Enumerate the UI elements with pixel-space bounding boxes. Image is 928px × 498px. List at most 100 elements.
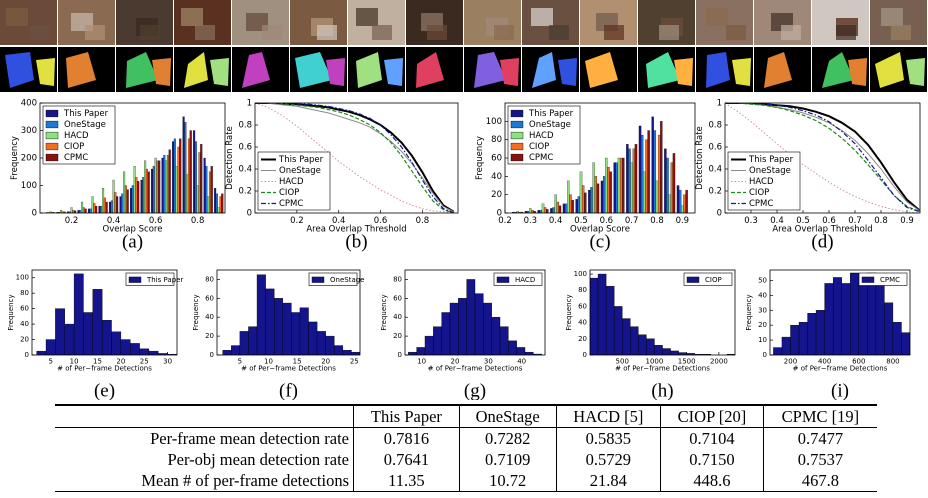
bar bbox=[666, 157, 669, 213]
bar bbox=[81, 201, 84, 213]
bar bbox=[325, 335, 335, 355]
column-header: CPMC [19] bbox=[762, 405, 877, 428]
mask-region bbox=[295, 52, 332, 88]
legend-swatch bbox=[128, 276, 142, 283]
bar bbox=[83, 312, 94, 355]
panel-caption: (f) bbox=[279, 380, 298, 400]
mask-region bbox=[326, 58, 345, 86]
bar bbox=[124, 185, 127, 213]
bar bbox=[657, 134, 661, 213]
bar bbox=[577, 196, 581, 213]
legend-swatch bbox=[861, 276, 875, 283]
bar bbox=[562, 203, 566, 213]
panel-caption: (e) bbox=[94, 380, 115, 400]
bar bbox=[554, 194, 557, 213]
axes-frame bbox=[724, 102, 921, 214]
bar bbox=[92, 289, 103, 355]
table-cell: 0.7282 bbox=[458, 427, 557, 449]
y-tick-label: 40 bbox=[393, 313, 402, 321]
bar bbox=[597, 273, 607, 355]
legend-label: CIOP bbox=[749, 188, 769, 198]
bar bbox=[64, 323, 75, 355]
y-tick-label: 60 bbox=[20, 305, 29, 313]
bar bbox=[175, 166, 178, 213]
x-tick-label: 10 bbox=[264, 357, 273, 365]
bar bbox=[135, 177, 138, 213]
bar bbox=[638, 334, 647, 355]
x-tick-label: 0.3 bbox=[744, 216, 758, 226]
chart: 0.2 0.3 0.4 0.5 0.6 0.7 0.8 0.9 0 20 40 60 80 100 Over… bbox=[475, 102, 696, 252]
bar bbox=[529, 208, 532, 213]
bar bbox=[726, 353, 735, 355]
x-tick-label: 0.8 bbox=[874, 216, 888, 226]
y-tick-label: 60 bbox=[491, 154, 502, 164]
y-tick-label: 1 bbox=[247, 99, 252, 109]
x-tick-label: 20 bbox=[116, 357, 125, 365]
y-tick-label: 0 bbox=[247, 209, 252, 219]
bar bbox=[653, 130, 657, 213]
photo-detail bbox=[549, 25, 569, 40]
mask-region bbox=[210, 58, 229, 86]
x-tick-label: 0.6 bbox=[374, 216, 388, 226]
y-tick-label: 80 bbox=[20, 289, 29, 297]
bar bbox=[196, 185, 199, 213]
x-tick-label: 800 bbox=[886, 357, 899, 365]
y-tick-label: 0 bbox=[717, 209, 722, 219]
bar bbox=[630, 162, 633, 213]
bar bbox=[892, 321, 902, 355]
bar bbox=[98, 206, 101, 213]
bar bbox=[662, 348, 671, 355]
bar bbox=[93, 203, 96, 213]
panel-caption: (g) bbox=[464, 380, 486, 400]
bar bbox=[901, 332, 910, 355]
table-cell: 0.7150 bbox=[660, 449, 764, 470]
bar bbox=[781, 336, 791, 355]
table-row: Per-frame mean detection rate 0.7816 0.728… bbox=[55, 427, 877, 449]
mask-region bbox=[126, 52, 158, 88]
table-row: Per-obj mean detection rate 0.7641 0.7109 0… bbox=[55, 449, 877, 470]
bar bbox=[282, 302, 292, 355]
bar bbox=[575, 199, 578, 213]
column-header: OneStage bbox=[458, 405, 557, 428]
bar bbox=[274, 298, 283, 355]
bar bbox=[798, 321, 808, 355]
bar bbox=[248, 326, 258, 355]
legend-swatch bbox=[510, 120, 524, 129]
y-tick-label: 20 bbox=[491, 190, 502, 200]
bar bbox=[145, 168, 148, 213]
bar bbox=[101, 320, 112, 355]
bar bbox=[103, 197, 106, 213]
bar bbox=[130, 343, 140, 355]
photo-detail bbox=[706, 8, 728, 26]
bar bbox=[592, 162, 595, 213]
line bbox=[725, 103, 920, 213]
panel-caption: (a) bbox=[122, 231, 143, 252]
y-tick-label: 20 bbox=[205, 332, 214, 340]
table-cell: 0.7477 bbox=[762, 427, 877, 449]
photo-detail bbox=[531, 8, 553, 26]
bar bbox=[815, 310, 825, 355]
y-tick-label: 40 bbox=[758, 291, 767, 299]
y-tick-label: 0 bbox=[583, 351, 587, 359]
bar bbox=[130, 188, 133, 213]
bar bbox=[187, 138, 190, 213]
bar bbox=[334, 345, 344, 355]
bar bbox=[221, 193, 224, 213]
bar bbox=[550, 208, 553, 213]
photo-detail bbox=[836, 25, 856, 40]
x-tick-label: 0.5 bbox=[796, 216, 810, 226]
bar bbox=[672, 153, 676, 213]
bar bbox=[184, 122, 187, 213]
table-cell: 467.8 bbox=[762, 470, 877, 492]
table-cell: 0.7816 bbox=[353, 427, 460, 449]
bar bbox=[605, 285, 615, 355]
bar bbox=[600, 180, 604, 213]
row-label: Mean # of per-frame detections bbox=[141, 470, 349, 490]
x-tick-label: 1000 bbox=[646, 357, 664, 365]
photo-detail bbox=[427, 25, 447, 40]
bar bbox=[807, 313, 817, 355]
bar bbox=[151, 168, 154, 213]
bar bbox=[646, 338, 655, 355]
bar bbox=[602, 176, 606, 213]
